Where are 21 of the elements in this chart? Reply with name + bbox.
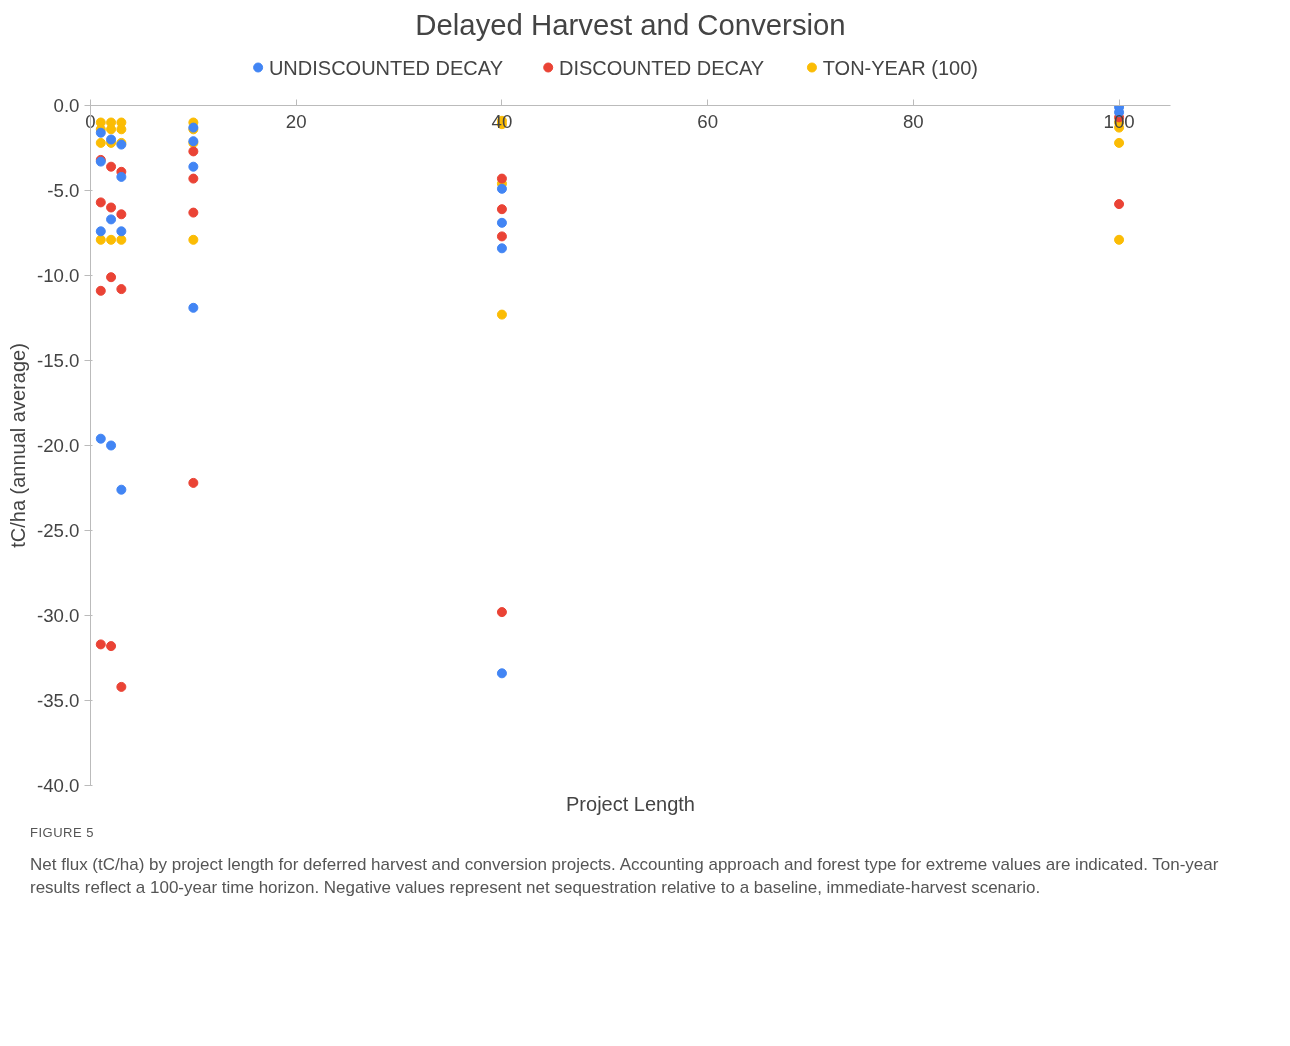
y-tick-label: -30.0 [36,605,80,626]
x-tick-label: 0 [85,110,96,132]
legend-label: DISCOUNTED DECAY [559,56,765,79]
y-tick-label: 0.0 [53,95,80,116]
legend-label: UNDISCOUNTED DECAY [268,56,504,79]
text: Net flux (tC/ha) by project length for deferred harvest and conversion projects. Accounting approach and forest type for extreme values are indicated. Ton-year results reflect a 100-year time horizon. Negative values represent net sequestration relative to a baseline, immediate-harvest scenario. [30,853,1220,900]
caption: FIGURE 5 [30,824,94,842]
x-tick-label: 20 [285,110,307,132]
y-tick-label: -35.0 [36,690,80,711]
y-tick-label: -25.0 [36,520,80,541]
x-tick-label: 60 [697,110,719,132]
y-tick-label: -5.0 [47,180,80,201]
y-axis-title: tC/ha (annual average) [6,343,29,548]
x-tick-label: 80 [902,110,924,132]
y-tick-label: -20.0 [36,435,80,456]
legend-label: TON-YEAR (100) [822,56,978,79]
x-axis-title: Project Length [566,792,695,815]
chart-title: Delayed Harvest and Conversion [415,7,846,41]
y-tick-label: -15.0 [36,350,80,371]
y-tick-label: -10.0 [36,265,80,286]
y-tick-label: -40.0 [36,775,80,796]
